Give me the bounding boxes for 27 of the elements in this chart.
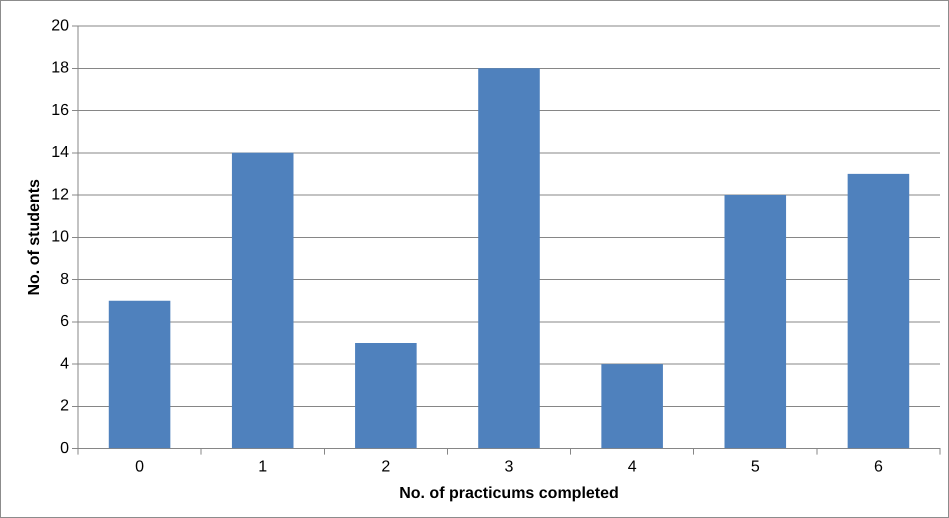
bar <box>724 195 786 448</box>
y-tick-label: 20 <box>51 17 70 34</box>
x-tick-label: 6 <box>874 458 883 476</box>
y-tick-label: 14 <box>51 144 70 162</box>
y-tick-label: 12 <box>51 186 70 204</box>
y-tick-label: 2 <box>60 398 70 415</box>
y-tick-label: 4 <box>60 355 70 372</box>
x-tick-label: 0 <box>135 458 144 476</box>
x-tick-label: 3 <box>504 458 514 476</box>
x-tick-label: 2 <box>381 458 390 476</box>
y-tick-label: 18 <box>51 60 70 77</box>
x-tick-label: 4 <box>628 458 637 476</box>
bar <box>601 364 663 448</box>
x-axis-title: No. of practicums completed <box>399 484 619 502</box>
bar <box>108 300 170 448</box>
bar <box>478 68 540 448</box>
y-tick-label: 16 <box>51 102 70 119</box>
y-tick-label: 10 <box>51 228 70 246</box>
bar <box>355 342 417 448</box>
y-tick-label: 8 <box>60 270 70 288</box>
y-tick-label: 0 <box>60 440 70 458</box>
bar <box>232 152 294 448</box>
x-tick-label: 5 <box>750 458 760 476</box>
y-axis-title: No. of students <box>26 178 44 296</box>
y-tick-label: 6 <box>60 313 70 330</box>
bar <box>848 174 910 448</box>
x-tick-label: 1 <box>258 458 268 476</box>
